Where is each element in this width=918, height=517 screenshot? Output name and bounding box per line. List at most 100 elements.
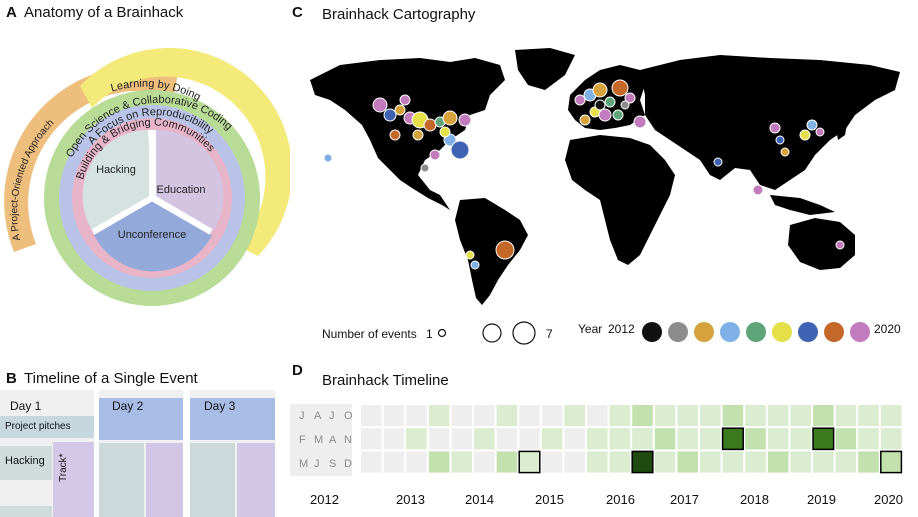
event-dot: [815, 127, 825, 137]
event-dot: [574, 94, 586, 106]
event-dot: [394, 104, 406, 116]
event-dot: [429, 149, 441, 161]
timeline-cell: [428, 451, 450, 473]
continents: [310, 48, 900, 305]
timeline-cell: [518, 450, 541, 474]
event-dot: [592, 82, 608, 98]
timeline-cell: [858, 428, 879, 450]
panel-b-title: Timeline of a Single Event: [24, 370, 198, 387]
month-j1: J: [299, 410, 305, 422]
timeline-cell: [496, 405, 518, 427]
timeline-cell: [835, 428, 857, 450]
world-map-svg: [310, 48, 900, 305]
timeline-cell: [519, 428, 540, 450]
timeline-cell: [383, 451, 405, 473]
timeline-cell: [474, 405, 495, 427]
event-dot: [620, 100, 630, 110]
month-a2: A: [329, 434, 337, 446]
month-m2: M: [299, 458, 309, 470]
event-dot: [450, 140, 470, 160]
timeline-cell: [790, 405, 811, 427]
year-2014: 2014: [465, 492, 494, 507]
event-dot: [399, 94, 411, 106]
month-f: F: [299, 434, 306, 446]
event-dot: [780, 147, 790, 157]
legend-year-swatches: [642, 322, 870, 342]
timeline-cell: [564, 428, 585, 450]
year-2016: 2016: [606, 492, 635, 507]
event-dot: [713, 157, 723, 167]
timeline-cell: [858, 405, 879, 427]
timeline-cell: [631, 450, 654, 474]
legend-year-swatch: [668, 322, 688, 342]
project-pitches-bar: [0, 416, 94, 438]
month-n: N: [344, 434, 352, 446]
timeline-cell: [677, 451, 698, 473]
legend-year-swatch: [824, 322, 844, 342]
year-2018: 2018: [740, 492, 769, 507]
event-dot: [323, 153, 333, 163]
legend-size-circle-mid: [482, 323, 502, 343]
timeline-cell: [790, 451, 811, 473]
event-dot: [752, 184, 764, 196]
event-dot: [579, 114, 591, 126]
legend-year-end: 2020: [874, 322, 901, 336]
timeline-cell: [519, 405, 540, 427]
month-j3: J: [314, 458, 320, 470]
legend-size-circle-small: [437, 328, 447, 338]
legend-year-swatch: [746, 322, 766, 342]
event-dot: [495, 240, 515, 260]
timeline-cell: [406, 451, 427, 473]
panel-d-title: Brainhack Timeline: [322, 372, 449, 389]
track-label: Track*: [58, 453, 69, 482]
greenland-shape: [515, 48, 575, 90]
timeline-cell: [790, 428, 811, 450]
year-2015: 2015: [535, 492, 564, 507]
timeline-cell: [451, 451, 472, 473]
day-2-label: Day 2: [112, 399, 144, 413]
timeline-cell: [496, 428, 518, 450]
event-dot: [775, 135, 785, 145]
event-dot: [624, 92, 636, 104]
event-dot: [439, 126, 451, 138]
timeline-cell: [632, 428, 653, 450]
event-dot: [835, 240, 845, 250]
timeline-cell: [813, 405, 834, 427]
australia-shape: [788, 218, 855, 270]
event-dot: [594, 99, 606, 111]
legend-year-swatch: [798, 322, 818, 342]
timeline-cell: [880, 450, 903, 474]
sector-label-unconference: Unconference: [118, 229, 187, 241]
event-timeline: Day 1 Project pitches Hacking Track* Day…: [0, 390, 290, 517]
legend-year-swatch: [850, 322, 870, 342]
timeline-cell: [812, 427, 835, 451]
sector-label-education: Education: [157, 184, 206, 196]
legend-year-start: 2012: [608, 322, 635, 336]
track-block-day2: [146, 443, 183, 517]
timeline-cell: [406, 428, 427, 450]
timeline-cell: [632, 405, 653, 427]
panel-a-letter: A: [6, 4, 17, 21]
event-dot: [611, 79, 629, 97]
timeline-cell: [428, 405, 450, 427]
sector-label-hacking: Hacking: [96, 164, 136, 176]
ring-learning-by-doing: [80, 47, 293, 256]
legend-year-swatch: [720, 322, 740, 342]
event-dot: [442, 110, 458, 126]
event-dot: [633, 115, 647, 129]
legend-size-min: 1: [426, 327, 433, 341]
timeline-cell: [383, 405, 405, 427]
timeline-cell: [745, 405, 766, 427]
hacking-label: Hacking: [5, 455, 45, 467]
panel-d-letter: D: [292, 362, 303, 379]
year-2020: 2020: [874, 492, 903, 507]
day-3-pitch-block: [190, 398, 275, 440]
legend-year-swatch: [772, 322, 792, 342]
panel-b-letter: B: [6, 370, 17, 387]
timeline-cell: [745, 451, 766, 473]
world-map: [300, 40, 918, 310]
timeline-cell: [722, 451, 744, 473]
year-2013: 2013: [396, 492, 425, 507]
month-o: O: [344, 410, 353, 422]
timeline-cell: [767, 451, 789, 473]
